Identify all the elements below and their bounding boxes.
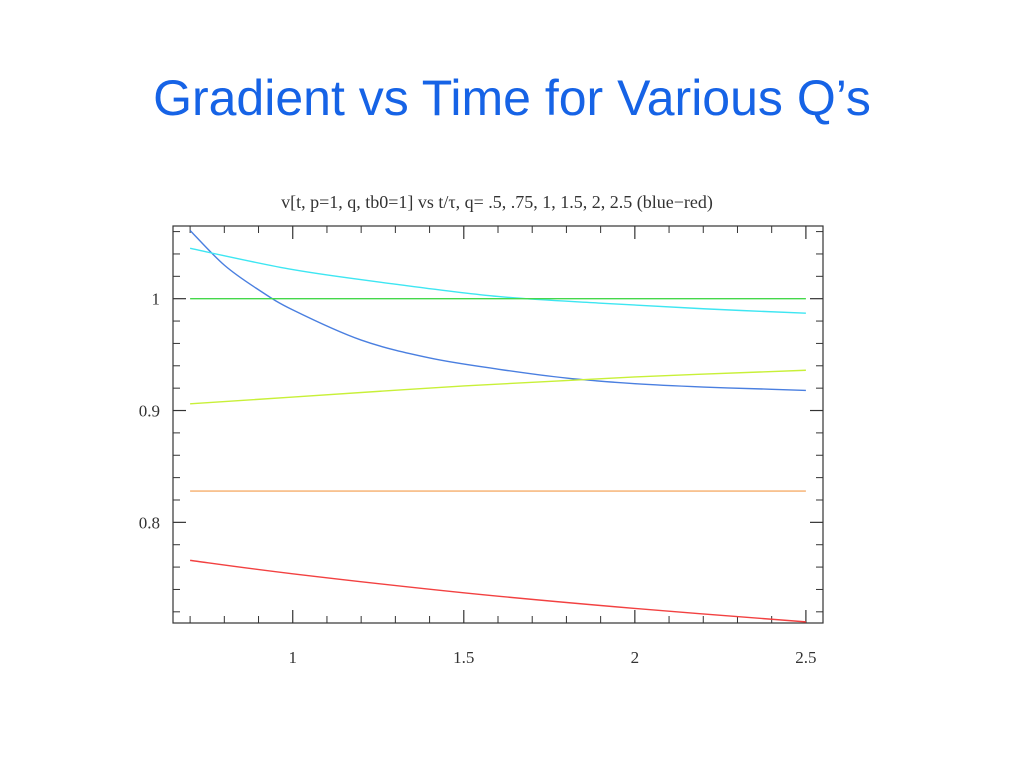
series-lines bbox=[189, 229, 806, 623]
minor-ticks bbox=[173, 226, 823, 623]
series-line-1 bbox=[189, 229, 806, 392]
major-ticks bbox=[173, 226, 823, 623]
y-tick-label: 1 bbox=[152, 290, 161, 309]
x-tick-label: 2 bbox=[631, 648, 640, 667]
x-tick-labels: 1 1.5 2 2.5 bbox=[288, 648, 816, 667]
y-tick-label: 0.8 bbox=[139, 513, 160, 532]
series-line-2 bbox=[189, 247, 806, 314]
series-line-4 bbox=[190, 369, 806, 405]
x-tick-label: 1 bbox=[288, 648, 297, 667]
x-tick-label: 1.5 bbox=[453, 648, 474, 667]
plot-frame bbox=[172, 225, 824, 624]
slide-title: Gradient vs Time for Various Q’s bbox=[153, 70, 871, 126]
chart-title: v[t, p=1, q, tb0=1] vs t/τ, q= .5, .75, … bbox=[281, 192, 713, 213]
y-tick-label: 0.9 bbox=[139, 402, 160, 421]
x-tick-label: 2.5 bbox=[795, 648, 816, 667]
y-tick-labels: 0.8 0.9 1 bbox=[139, 290, 160, 533]
series-line-6 bbox=[190, 559, 806, 623]
